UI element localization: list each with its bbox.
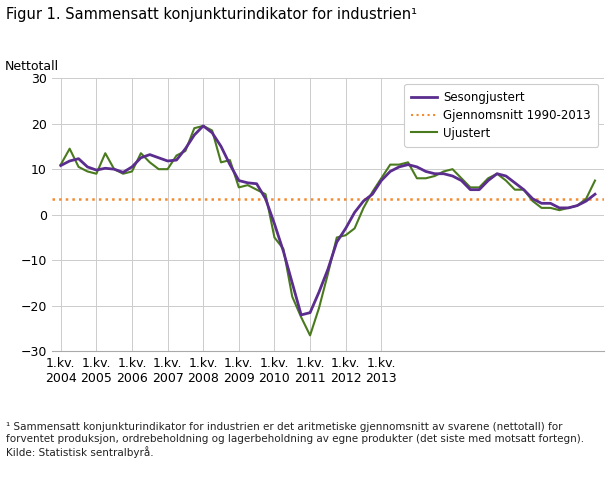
Text: Nettotall: Nettotall (5, 60, 59, 73)
Text: ¹ Sammensatt konjunkturindikator for industrien er det aritmetiske gjennomsnitt : ¹ Sammensatt konjunkturindikator for ind… (6, 422, 584, 458)
Text: Figur 1. Sammensatt konjunkturindikator for industrien¹: Figur 1. Sammensatt konjunkturindikator … (6, 7, 417, 22)
Legend: Sesongjustert, Gjennomsnitt 1990-2013, Ujustert: Sesongjustert, Gjennomsnitt 1990-2013, U… (404, 84, 598, 146)
